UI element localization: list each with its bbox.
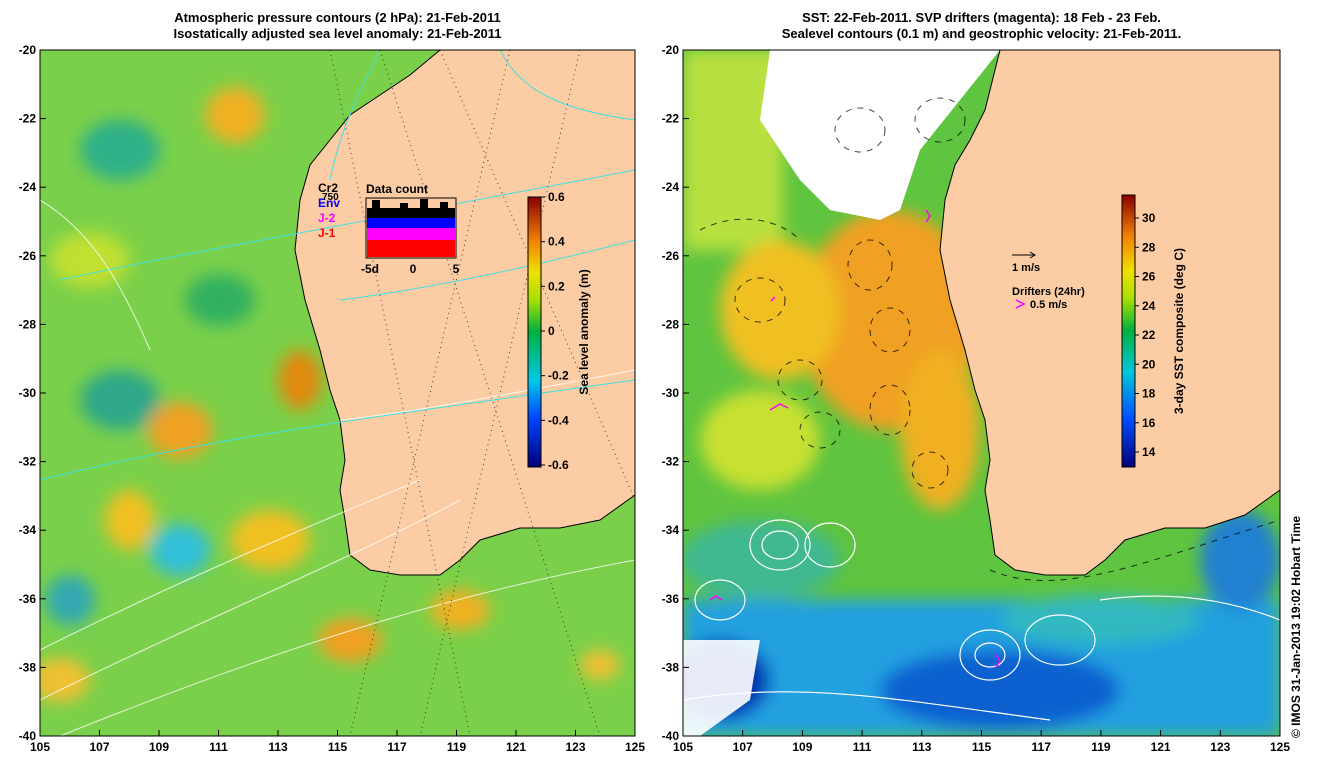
sla-colorbar-tick-label: -0.6 [548,458,569,472]
sla-colorbar-label: Sea level anomaly (m) [577,269,591,394]
data-count-x-label: -5d [361,262,379,276]
left-lon-label: 105 [30,740,50,754]
right-lon-label: 125 [1270,740,1290,754]
right-lon-label: 119 [1091,740,1111,754]
data-count-title: Data count [366,182,428,196]
right-lon-label: 109 [792,740,812,754]
left-lon-label: 115 [328,740,348,754]
sst-colorbar-tick-label: 18 [1142,387,1156,401]
left-title-line1: Atmospheric pressure contours (2 hPa): 2… [174,10,501,25]
right-lat-label: -40 [662,729,680,743]
right-lat-label: -36 [662,592,680,606]
velocity-key-label: 1 m/s [1012,262,1040,274]
left-lon-label: 109 [149,740,169,754]
right-lat-label: -22 [662,112,680,126]
right-lat-label: -28 [662,317,680,331]
right-title-line2: Sealevel contours (0.1 m) and geostrophi… [781,26,1182,41]
left-lon-label: 123 [565,740,585,754]
left-lat-label: -20 [19,43,37,57]
imos-credit: © IMOS 31-Jan-2013 19:02 Hobart Time [1289,515,1303,738]
drifter-key-title: Drifters (24hr) [1012,286,1085,298]
right-map-title: SST: 22-Feb-2011. SVP drifters (magenta)… [683,10,1280,42]
cloud-gap [760,50,1000,220]
data-count-x-label: 5 [453,262,460,276]
right-lon-label: 123 [1210,740,1230,754]
right-lon-label: 115 [972,740,992,754]
data-count-legend-j-2: J-2 [318,211,336,225]
right-lat-label: -20 [662,43,680,57]
left-lon-label: 111 [209,740,228,754]
sst-colorbar-tick-label: 14 [1142,445,1156,459]
data-count-extra-label: 750 [322,192,339,203]
sla-colorbar-tick-label: -0.4 [548,413,569,427]
sst-colorbar-tick-label: 16 [1142,416,1156,430]
sst-colorbar-tick-label: 28 [1142,240,1156,254]
sla-colorbar-tick-label: 0.2 [548,279,565,293]
left-lat-label: -40 [19,729,37,743]
right-lat-label: -30 [662,386,680,400]
right-lon-label: 121 [1151,740,1171,754]
left-lat-label: -28 [19,317,37,331]
sst-colorbar-tick-label: 26 [1142,270,1156,284]
sla-colorbar: 0.6 0.4 0.2 0 -0.2 -0.4 -0.6 Sea level anomaly… [527,190,591,472]
right-map-field [683,50,1280,736]
left-map-title: Atmospheric pressure contours (2 hPa): 2… [40,10,635,42]
left-lon-label: 113 [268,740,288,754]
drifter-key-speed: 0.5 m/s [1030,299,1067,311]
sst-colorbar-tick-label: 24 [1142,299,1156,313]
left-land [294,50,635,576]
sst-colorbar-label: 3-day SST composite (deg C) [1172,248,1186,414]
sst-colorbar-tick-label: 22 [1142,328,1156,342]
left-lon-label: 121 [506,740,526,754]
left-lat-label: -26 [19,249,37,263]
left-lon-label: 119 [447,740,467,754]
left-lat-label: -36 [19,592,37,606]
right-lon-label: 111 [853,740,872,754]
right-lon-label: 113 [912,740,932,754]
right-title-line1: SST: 22-Feb-2011. SVP drifters (magenta)… [802,10,1161,25]
left-lat-label: -22 [19,112,37,126]
data-count-legend-env: Env [318,196,340,210]
data-count-legend-j-1: J-1 [318,226,336,240]
left-lat-label: -34 [19,523,37,537]
sla-colorbar-tick-label: -0.2 [548,369,569,383]
left-lat-label: -30 [19,386,37,400]
pressure-contours [40,50,635,481]
right-lat-label: -38 [662,660,680,674]
left-lon-label: 125 [625,740,645,754]
data-count-bars [367,199,455,257]
right-lat-label: -34 [662,523,680,537]
sla-colorbar-tick-label: 0.4 [548,235,565,249]
data-count-x-label: 0 [410,262,417,276]
right-land [939,50,1280,576]
left-lat-label: -38 [19,660,37,674]
sla-colorbar-tick-label: 0.6 [548,190,565,204]
sst-colorbar: 30 28 26 24 22 20 18 16 14 3-day SST composite (… [1121,194,1186,468]
left-lat-label: -32 [19,455,37,469]
right-lon-label: 105 [673,740,693,754]
left-title-line2: Isostatically adjusted sea level anomaly… [173,26,502,41]
right-lat-label: -26 [662,249,680,263]
sst-colorbar-tick-label: 20 [1142,357,1156,371]
right-lat-label: -24 [662,180,680,194]
sla-colorbar-tick-label: 0 [548,324,555,338]
right-map-axes: 105 107 109 111 113 115 117 119 121 123 125 -20 -22 -… [662,43,1291,754]
geostrophic-velocity [699,97,1280,581]
left-lon-label: 117 [387,740,407,754]
left-map-field [40,50,635,736]
left-lat-label: -24 [19,180,37,194]
data-count-legend-cr2: Cr2 [318,181,338,195]
svp-drifters [709,209,1001,668]
right-lon-label: 117 [1032,740,1052,754]
velocity-key: 1 m/s Drifters (24hr) 0.5 m/s [1012,251,1085,311]
right-lon-label: 107 [733,740,753,754]
right-lat-label: -32 [662,455,680,469]
sst-colorbar-tick-label: 30 [1142,211,1156,225]
left-lon-label: 107 [89,740,109,754]
sealevel-contours [683,519,1280,721]
left-map-axes: 105 107 109 111 113 115 117 119 121 123 125 -20 -22 -… [19,43,646,754]
sla-contours [40,199,635,736]
